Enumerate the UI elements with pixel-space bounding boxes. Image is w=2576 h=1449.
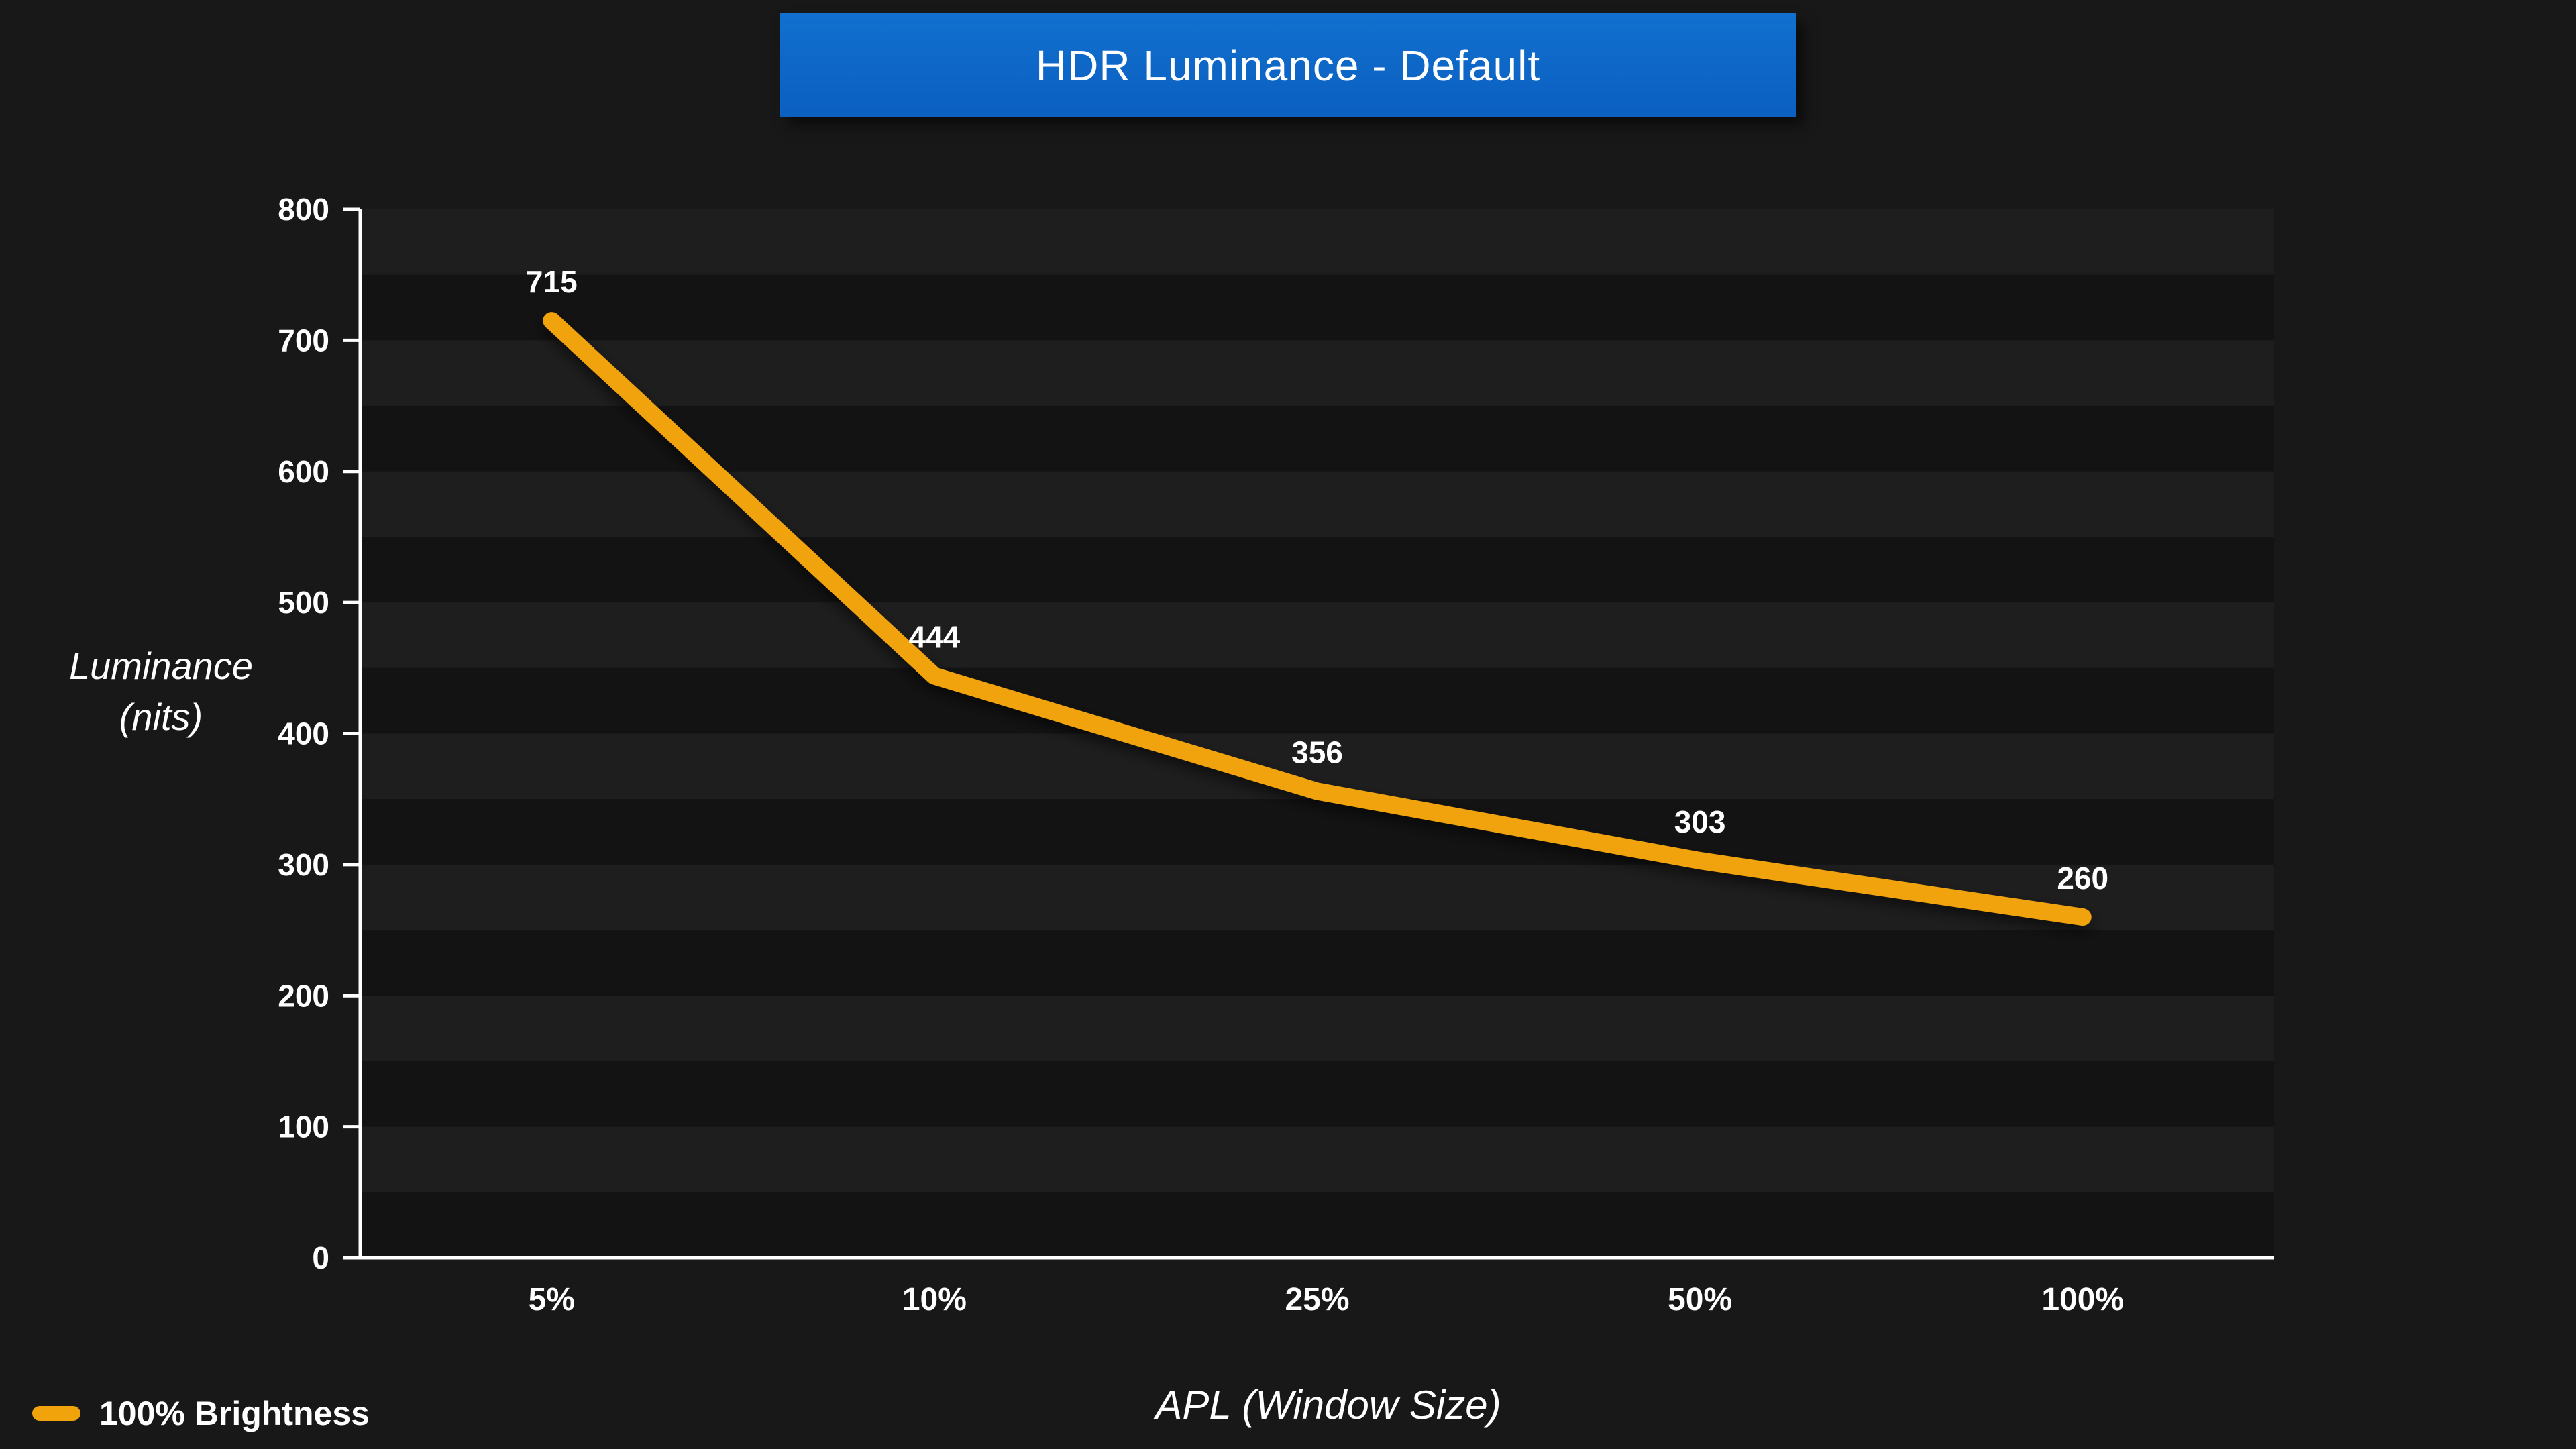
x-tick-label: 50% — [1668, 1282, 1732, 1318]
chart-title: HDR Luminance - Default — [1035, 41, 1541, 90]
x-tick-label: 100% — [2041, 1282, 2124, 1318]
y-tick-label: 800 — [278, 192, 329, 227]
x-tick-label: 5% — [529, 1282, 575, 1318]
grid-band — [360, 1061, 2274, 1127]
data-point-label: 260 — [2057, 861, 2108, 896]
data-point-label: 715 — [526, 264, 578, 299]
legend-label: 100% Brightness — [99, 1395, 370, 1432]
y-tick-label: 200 — [278, 978, 329, 1013]
grid-band — [360, 274, 2274, 341]
data-point-label: 303 — [1674, 804, 1726, 839]
grid-band — [360, 930, 2274, 996]
x-tick-label: 25% — [1285, 1282, 1349, 1318]
grid-band — [360, 667, 2274, 734]
y-tick-label: 100 — [278, 1110, 329, 1144]
y-tick-label: 400 — [278, 716, 329, 751]
x-axis-title: APL (Window Size) — [1155, 1383, 1501, 1428]
data-point-label: 356 — [1291, 735, 1343, 769]
y-axis-title-line1: Luminance — [69, 645, 253, 687]
legend: 100% Brightness — [32, 1394, 370, 1433]
y-tick-label: 0 — [312, 1240, 329, 1275]
grid-band — [360, 537, 2274, 603]
grid-band — [360, 1126, 2274, 1193]
grid-band — [360, 996, 2274, 1061]
grid-band — [360, 209, 2274, 275]
grid-band — [360, 340, 2274, 407]
y-tick-label: 500 — [278, 585, 329, 620]
y-axis-title: Luminance (nits) — [40, 641, 282, 742]
grid-band — [360, 471, 2274, 537]
y-tick-label: 300 — [278, 847, 329, 882]
legend-swatch-100-brightness — [32, 1406, 80, 1421]
chart-title-box: HDR Luminance - Default — [780, 13, 1796, 117]
data-point-label: 444 — [909, 620, 961, 655]
y-axis-title-line2: (nits) — [119, 695, 203, 738]
y-tick-label: 700 — [278, 323, 329, 358]
grid-band — [360, 799, 2274, 865]
x-tick-label: 10% — [902, 1282, 967, 1318]
grid-band — [360, 1192, 2274, 1258]
grid-band — [360, 602, 2274, 668]
y-tick-label: 600 — [278, 454, 329, 489]
series-line-100-brightness — [543, 312, 2092, 926]
